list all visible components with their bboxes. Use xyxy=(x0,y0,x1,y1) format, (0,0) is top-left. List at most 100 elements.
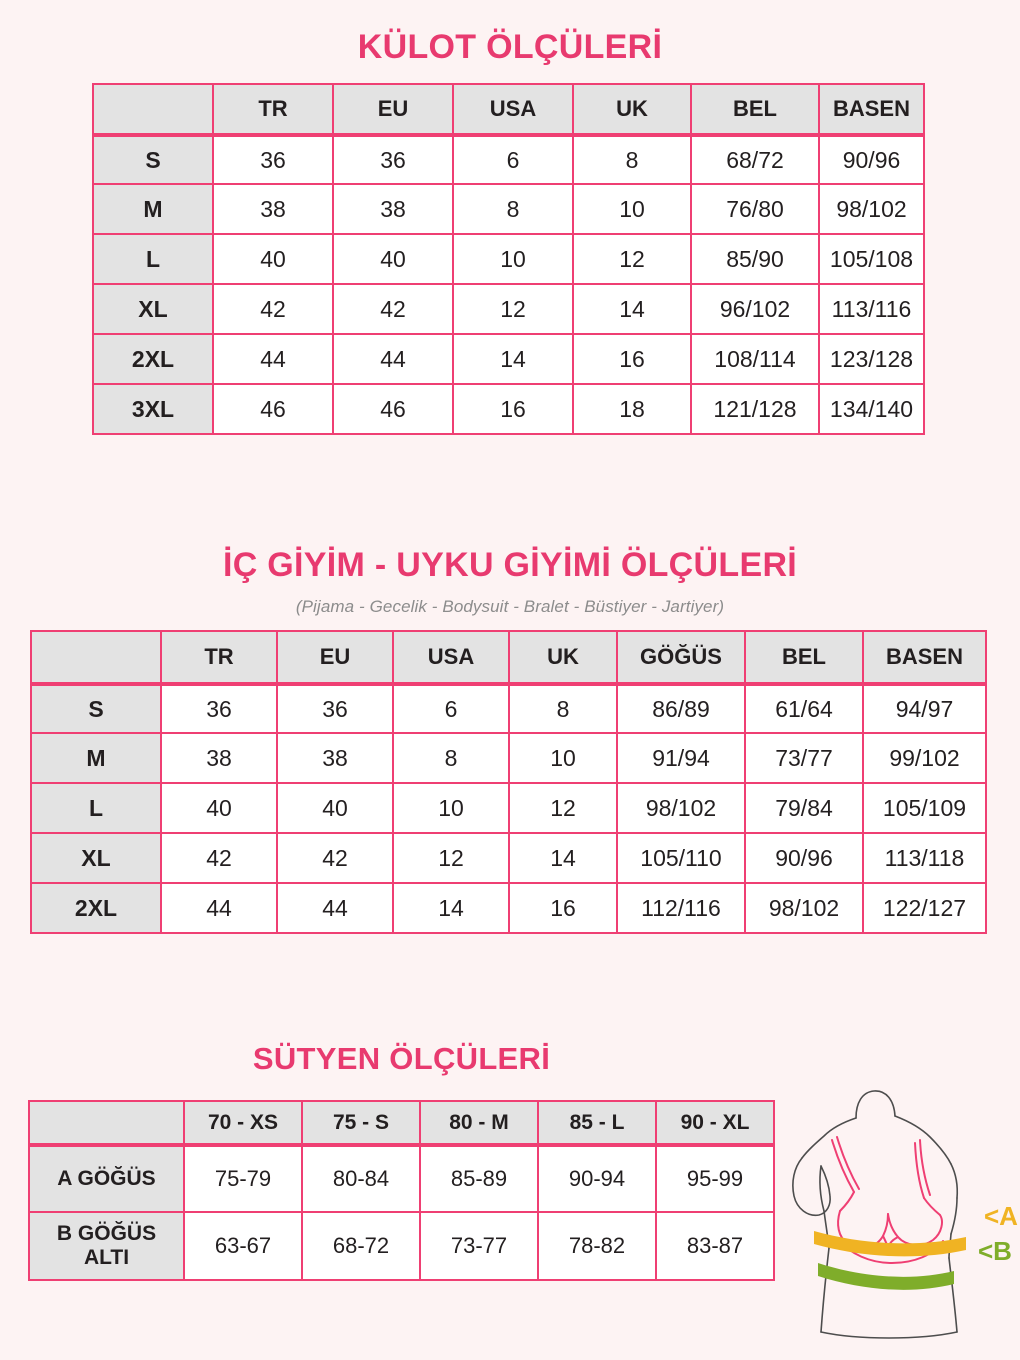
table-row: XL 42 42 12 14 105/110 90/96 113/118 xyxy=(30,834,987,884)
table-corner-cell xyxy=(28,1100,185,1145)
table-row: S 36 36 6 8 68/72 90/96 xyxy=(92,135,925,185)
cell-uk: 16 xyxy=(574,335,692,385)
mannequin-illustration: <A <B xyxy=(788,1078,1020,1340)
cell-uk: 12 xyxy=(510,784,618,834)
table-row: S 36 36 6 8 86/89 61/64 94/97 xyxy=(30,684,987,734)
cell-usa: 12 xyxy=(394,834,510,884)
column-header-basen: BASEN xyxy=(820,83,925,135)
cell-usa: 14 xyxy=(454,335,574,385)
column-header-gogus: GÖĞÜS xyxy=(618,630,746,684)
table-header-row: TR EU USA UK BEL BASEN xyxy=(92,83,925,135)
row-header-size: 3XL xyxy=(92,385,214,435)
cell-usa: 12 xyxy=(454,285,574,335)
cell-gogus: 91/94 xyxy=(618,734,746,784)
table-row: M 38 38 8 10 91/94 73/77 99/102 xyxy=(30,734,987,784)
cell-bel: 76/80 xyxy=(692,185,820,235)
table-row: XL 42 42 12 14 96/102 113/116 xyxy=(92,285,925,335)
cell-gogus: 98/102 xyxy=(618,784,746,834)
table-corner-cell xyxy=(92,83,214,135)
table-wrapper-icgiyim: TR EU USA UK GÖĞÜS BEL BASEN S 36 36 6 8… xyxy=(30,630,987,934)
cell-usa: 10 xyxy=(454,235,574,285)
row-header-size: L xyxy=(92,235,214,285)
section-title-kulot: KÜLOT ÖLÇÜLERİ xyxy=(357,28,663,66)
cell-85-l: 90-94 xyxy=(539,1145,657,1213)
cell-eu: 44 xyxy=(278,884,394,934)
measurement-label-b: <B xyxy=(978,1236,1012,1266)
row-header-size: M xyxy=(30,734,162,784)
cell-uk: 14 xyxy=(574,285,692,335)
table-row: L 40 40 10 12 98/102 79/84 105/109 xyxy=(30,784,987,834)
column-header-bel: BEL xyxy=(746,630,864,684)
column-header-tr: TR xyxy=(214,83,334,135)
column-header-eu: EU xyxy=(334,83,454,135)
cell-gogus: 86/89 xyxy=(618,684,746,734)
cell-eu: 38 xyxy=(278,734,394,784)
cell-tr: 44 xyxy=(214,335,334,385)
table-row: L 40 40 10 12 85/90 105/108 xyxy=(92,235,925,285)
cell-usa: 6 xyxy=(394,684,510,734)
measurement-band-a xyxy=(814,1231,966,1257)
column-header-uk: UK xyxy=(574,83,692,135)
cell-usa: 10 xyxy=(394,784,510,834)
row-header-size: XL xyxy=(30,834,162,884)
column-header-uk: UK xyxy=(510,630,618,684)
cell-bel: 61/64 xyxy=(746,684,864,734)
cell-85-l: 78-82 xyxy=(539,1213,657,1281)
cell-70-xs: 75-79 xyxy=(185,1145,303,1213)
cell-bel: 85/90 xyxy=(692,235,820,285)
column-header-75-s: 75 - S xyxy=(303,1100,421,1145)
column-header-usa: USA xyxy=(454,83,574,135)
cell-tr: 36 xyxy=(214,135,334,185)
cell-bel: 98/102 xyxy=(746,884,864,934)
cell-bel: 96/102 xyxy=(692,285,820,335)
cell-eu: 40 xyxy=(334,235,454,285)
cell-eu: 40 xyxy=(278,784,394,834)
row-header-a-gogus: A GÖĞÜS xyxy=(28,1145,185,1213)
cell-uk: 12 xyxy=(574,235,692,285)
cell-tr: 40 xyxy=(162,784,278,834)
cell-uk: 10 xyxy=(510,734,618,784)
cell-basen: 90/96 xyxy=(820,135,925,185)
cell-80-m: 85-89 xyxy=(421,1145,539,1213)
cell-tr: 46 xyxy=(214,385,334,435)
cell-basen: 122/127 xyxy=(864,884,987,934)
cell-eu: 42 xyxy=(278,834,394,884)
cell-tr: 38 xyxy=(214,185,334,235)
cell-70-xs: 63-67 xyxy=(185,1213,303,1281)
cell-basen: 98/102 xyxy=(820,185,925,235)
cell-uk: 8 xyxy=(574,135,692,185)
cell-tr: 38 xyxy=(162,734,278,784)
table-row: B GÖĞÜS ALTI 63-67 68-72 73-77 78-82 83-… xyxy=(28,1213,775,1281)
table-row: M 38 38 8 10 76/80 98/102 xyxy=(92,185,925,235)
row-header-size: 2XL xyxy=(30,884,162,934)
cell-eu: 46 xyxy=(334,385,454,435)
row-header-size: 2XL xyxy=(92,335,214,385)
row-header-size: S xyxy=(30,684,162,734)
cell-80-m: 73-77 xyxy=(421,1213,539,1281)
row-header-size: L xyxy=(30,784,162,834)
table-row: 2XL 44 44 14 16 108/114 123/128 xyxy=(92,335,925,385)
cell-usa: 8 xyxy=(454,185,574,235)
cell-bel: 73/77 xyxy=(746,734,864,784)
cell-eu: 44 xyxy=(334,335,454,385)
cell-basen: 99/102 xyxy=(864,734,987,784)
column-header-80-m: 80 - M xyxy=(421,1100,539,1145)
cell-uk: 8 xyxy=(510,684,618,734)
table-corner-cell xyxy=(30,630,162,684)
torso-outline-icon xyxy=(792,1090,959,1339)
cell-basen: 113/116 xyxy=(820,285,925,335)
cell-basen: 123/128 xyxy=(820,335,925,385)
row-header-size: XL xyxy=(92,285,214,335)
cell-bel: 121/128 xyxy=(692,385,820,435)
column-header-eu: EU xyxy=(278,630,394,684)
section-title-sutyen: SÜTYEN ÖLÇÜLERİ xyxy=(252,1041,551,1076)
size-table-kulot: TR EU USA UK BEL BASEN S 36 36 6 8 68/72… xyxy=(92,83,925,435)
cell-basen: 105/109 xyxy=(864,784,987,834)
table-wrapper-sutyen: 70 - XS 75 - S 80 - M 85 - L 90 - XL A G… xyxy=(28,1100,775,1281)
table-header-row: TR EU USA UK GÖĞÜS BEL BASEN xyxy=(30,630,987,684)
table-row: A GÖĞÜS 75-79 80-84 85-89 90-94 95-99 xyxy=(28,1145,775,1213)
table-row: 3XL 46 46 16 18 121/128 134/140 xyxy=(92,385,925,435)
column-header-70-xs: 70 - XS xyxy=(185,1100,303,1145)
cell-gogus: 112/116 xyxy=(618,884,746,934)
cell-90-xl: 83-87 xyxy=(657,1213,775,1281)
